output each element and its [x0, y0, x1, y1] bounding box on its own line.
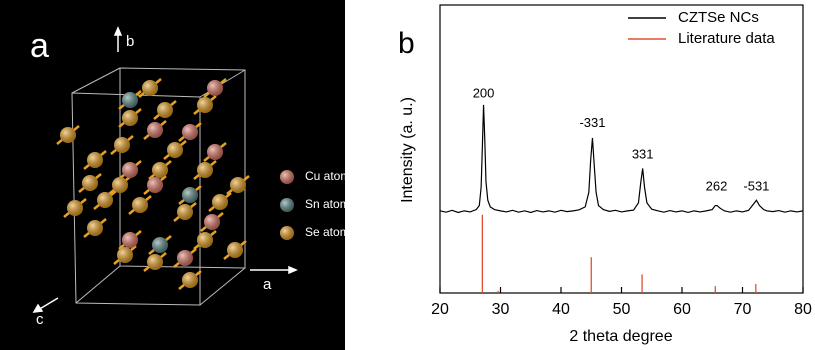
xrd-curve [440, 105, 803, 213]
x-tick-label: 80 [794, 301, 812, 318]
atom-shade [212, 194, 228, 210]
atom-shade [60, 127, 76, 143]
figure: a b a c Cu atom Sn atom Se atom b 2 theta … [0, 0, 815, 350]
atom-shade [182, 272, 198, 288]
peak-label: -531 [743, 178, 769, 193]
atom-shade [122, 92, 138, 108]
atom-shade [122, 162, 138, 178]
legend-label: Cu atom [305, 169, 350, 183]
atom-legend: Cu atom Sn atom Se atom [280, 169, 350, 240]
atom-shade [142, 80, 158, 96]
peak-label: 331 [632, 147, 654, 162]
atom-shade [207, 144, 223, 160]
atom-shade [117, 247, 133, 263]
atom-shade [82, 175, 98, 191]
peak-label: 262 [706, 178, 728, 193]
x-tick-label: 30 [492, 301, 510, 318]
atom-shade [182, 124, 198, 140]
atom-shade [152, 162, 168, 178]
atom-shade [147, 177, 163, 193]
atom-shade [97, 192, 113, 208]
atom-shade [152, 237, 168, 253]
legend-swatch-shade [280, 170, 294, 184]
legend-swatch-shade [280, 198, 294, 212]
panel-label: a [30, 27, 49, 65]
atom-shade [122, 110, 138, 126]
peak-label: -331 [579, 115, 605, 130]
x-tick-label: 60 [673, 301, 691, 318]
atom-shade [207, 80, 223, 96]
atom-shade [112, 177, 128, 193]
atom-shade [204, 214, 220, 230]
peak-label: 200 [473, 86, 495, 101]
y-axis-label: Intensity (a. u.) [399, 97, 416, 203]
atom-shade [182, 187, 198, 203]
atom-shade [122, 232, 138, 248]
atom-shade [197, 97, 213, 113]
legend-label: CZTSe NCs [678, 9, 759, 26]
x-tick-label: 70 [734, 301, 752, 318]
atom-shade [177, 204, 193, 220]
atom-shade [114, 137, 130, 153]
atom-shade [147, 122, 163, 138]
atom-shade [87, 220, 103, 236]
atom-shade [197, 232, 213, 248]
atom-shade [157, 102, 173, 118]
plot: 20 30 40 50 60 70 80 200 -331 331 262 -531 CZTSe NCs… [431, 9, 812, 318]
atom-shade [167, 142, 183, 158]
atom-shade [147, 254, 163, 270]
legend-label: Se atom [305, 225, 350, 239]
legend-label: Literature data [678, 30, 775, 47]
atom-shade [177, 250, 193, 266]
legend-swatch-shade [280, 226, 294, 240]
atom-shade [197, 162, 213, 178]
x-axis-label: 2 theta degree [569, 328, 672, 345]
x-tick-label: 40 [552, 301, 570, 318]
x-tick-label: 50 [613, 301, 631, 318]
atom-shade [230, 177, 246, 193]
axis-label: a [263, 276, 272, 293]
axis-label: b [126, 33, 134, 50]
atom-shade [67, 200, 83, 216]
atom-shade [227, 242, 243, 258]
atom-shade [132, 197, 148, 213]
panel-label: b [398, 27, 415, 60]
legend-label: Sn atom [305, 197, 350, 211]
plot-frame [440, 5, 803, 293]
axis-label: c [36, 311, 44, 328]
atom-shade [87, 152, 103, 168]
x-tick-label: 20 [431, 301, 449, 318]
page: {"structure": {"panel_label": "a", "axis… [0, 0, 815, 350]
